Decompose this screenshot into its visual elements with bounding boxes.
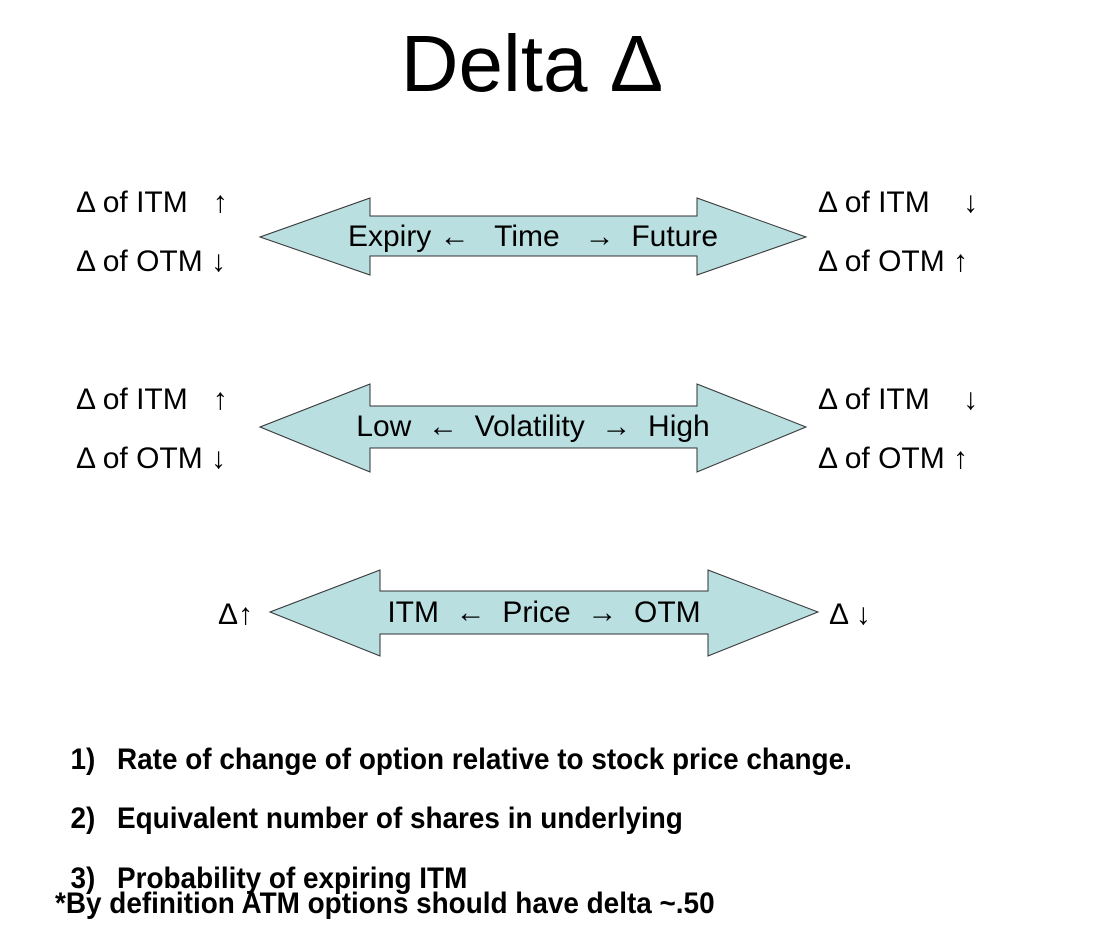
time-double-arrow xyxy=(258,197,808,276)
page-title: Delta Δ xyxy=(400,19,664,108)
note-2-text: Equivalent number of shares in underlyin… xyxy=(117,802,683,835)
volatility-double-arrow xyxy=(258,383,808,473)
note-3: 3) Probability of expiring ITM xyxy=(55,828,468,896)
footnote: *By definition ATM options should have d… xyxy=(55,887,715,920)
time-left-itm-label: Δ of ITM ↑ xyxy=(76,186,228,219)
note-2-number: 2) xyxy=(70,802,96,835)
time-right-itm-label: Δ of ITM ↓ xyxy=(818,186,979,219)
price-arrow-label: ITM ← Price → OTM xyxy=(387,596,701,629)
note-1-number: 1) xyxy=(70,743,96,776)
price-left-delta-label: Δ↑ xyxy=(218,598,254,631)
time-left-otm-label: Δ of OTM ↓ xyxy=(76,245,227,278)
note-1: 1) Rate of change of option relative to s… xyxy=(55,709,852,777)
time-right-otm-label: Δ of OTM ↑ xyxy=(818,245,969,278)
note-3-text: Probability of expiring ITM xyxy=(117,862,468,895)
note-1-text: Rate of change of option relative to sto… xyxy=(117,743,852,776)
price-double-arrow xyxy=(268,569,820,657)
volatility-left-otm-label: Δ of OTM ↓ xyxy=(76,442,227,475)
price-right-delta-label: Δ ↓ xyxy=(829,598,871,631)
volatility-left-itm-label: Δ of ITM ↑ xyxy=(76,383,228,416)
volatility-right-otm-label: Δ of OTM ↑ xyxy=(818,442,969,475)
note-3-number: 3) xyxy=(70,862,96,895)
volatility-arrow-label: Low ← Volatility → High xyxy=(356,410,710,443)
time-arrow-label: Expiry ← Time → Future xyxy=(347,220,719,253)
note-2: 2) Equivalent number of shares in underly… xyxy=(55,768,683,836)
volatility-right-itm-label: Δ of ITM ↓ xyxy=(818,383,979,416)
